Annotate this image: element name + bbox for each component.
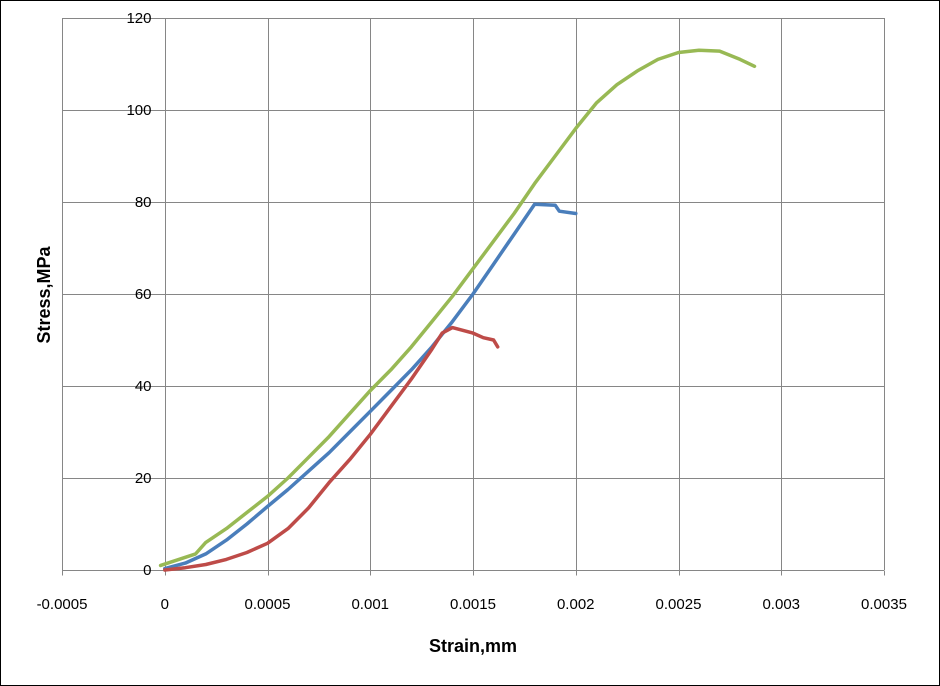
- y-tick-label: 0: [143, 562, 151, 579]
- x-tick-label: 0.0035: [861, 596, 907, 613]
- x-tick-label: 0: [161, 596, 169, 613]
- y-tick-label: 120: [126, 10, 151, 27]
- y-tick-label: 80: [135, 194, 152, 211]
- x-axis-title: Strain,mm: [429, 636, 517, 656]
- x-tick-label: -0.0005: [37, 596, 88, 613]
- series-line-2: [163, 325, 500, 572]
- y-axis-title: Stress,MPa: [34, 245, 54, 343]
- tick-labels: -0.0005 0 0.0005 0.001 0.0015 0.002 0.0025 0.00…: [37, 10, 907, 613]
- x-tick-label: 0.0005: [245, 596, 291, 613]
- y-tick-label: 60: [135, 286, 152, 303]
- x-tick-label: 0.002: [557, 596, 595, 613]
- series-group: [158, 48, 757, 572]
- series-line-1: [163, 202, 578, 571]
- x-tick-label: 0.001: [351, 596, 389, 613]
- y-tick-label: 40: [135, 378, 152, 395]
- x-tick-label: 0.0015: [450, 596, 496, 613]
- axes: [62, 18, 885, 576]
- y-tick-label: 100: [126, 102, 151, 119]
- x-tick-label: 0.003: [762, 596, 800, 613]
- y-tick-label: 20: [135, 470, 152, 487]
- series-line-3: [158, 48, 757, 568]
- x-tick-label: 0.0025: [656, 596, 702, 613]
